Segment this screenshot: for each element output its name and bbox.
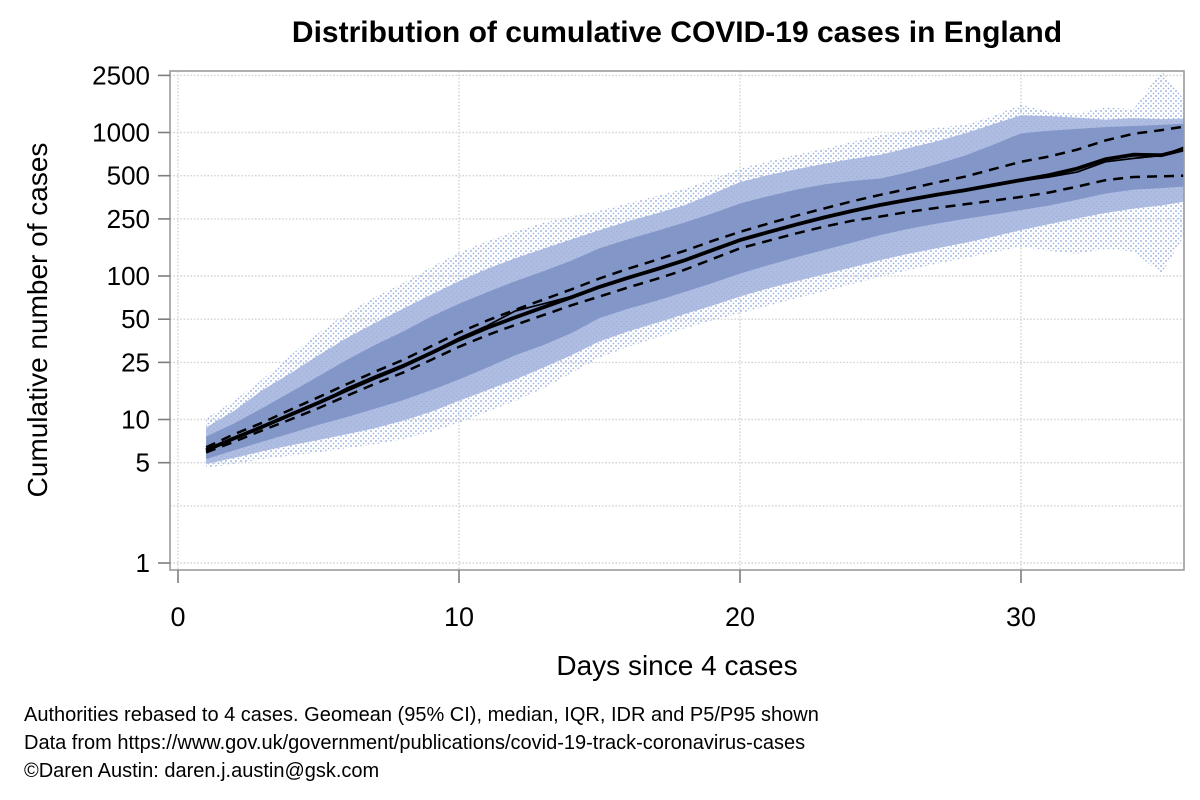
- geomean-line: [205, 147, 1184, 453]
- x-tick-label: 10: [444, 602, 474, 632]
- chart-title: Distribution of cumulative COVID-19 case…: [291, 16, 1063, 49]
- y-tick-label: 5: [136, 448, 150, 478]
- footer-line-methods: Authorities rebased to 4 cases. Geomean …: [24, 704, 819, 726]
- ci95-lower-line: [205, 174, 1184, 454]
- x-tick-label: 0: [170, 602, 185, 632]
- x-tick-label: 30: [1006, 602, 1036, 632]
- footer-line-copyright: ©Daren Austin: daren.j.austin@gsk.com: [24, 760, 380, 782]
- y-tick-label: 100: [107, 261, 150, 291]
- x-tick-label: 20: [725, 602, 755, 632]
- y-tick-label: 25: [121, 347, 150, 377]
- y-tick-label: 250: [107, 204, 150, 234]
- y-tick-label: 1: [136, 548, 150, 578]
- x-axis-title: Days since 4 cases: [556, 650, 798, 681]
- y-tick-label: 10: [121, 405, 150, 435]
- footer-line-source: Data from https://www.gov.uk/government/…: [24, 732, 806, 754]
- iqr-p25-p75-band: [206, 123, 1184, 460]
- y-tick-label: 500: [107, 161, 150, 191]
- y-tick-label: 50: [121, 304, 150, 334]
- y-tick-label: 1000: [92, 118, 150, 148]
- ci95-upper-line: [205, 125, 1184, 449]
- y-tick-label: 2500: [92, 60, 150, 90]
- footer-notes: Authorities rebased to 4 cases. Geomean …: [24, 701, 819, 785]
- plot-frame: [169, 70, 1185, 571]
